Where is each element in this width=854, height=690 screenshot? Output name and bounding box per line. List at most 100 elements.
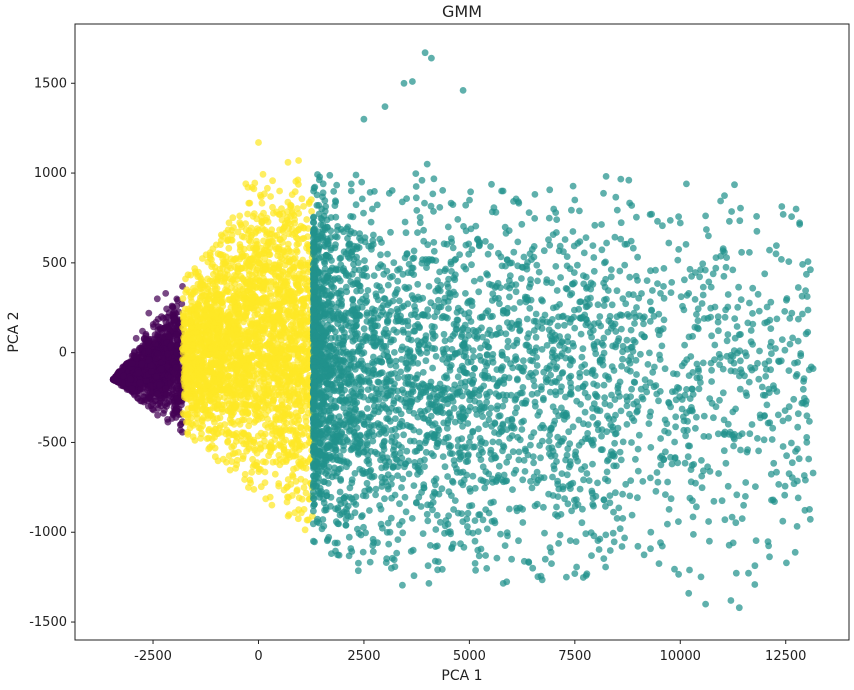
scatter-point	[786, 340, 794, 348]
scatter-point	[168, 302, 176, 310]
scatter-point	[145, 393, 153, 401]
scatter-point	[167, 398, 175, 406]
scatter-point	[264, 184, 271, 192]
scatter-point	[284, 214, 291, 222]
scatter-point	[218, 405, 226, 413]
scatter-point	[241, 311, 249, 319]
scatter-point	[287, 336, 294, 344]
scatter-point	[289, 312, 297, 320]
scatter-point	[785, 258, 793, 265]
scatter-point	[549, 346, 557, 354]
scatter-point	[601, 475, 609, 483]
scatter-point	[211, 419, 218, 426]
scatter-point	[245, 199, 253, 207]
scatter-point	[138, 360, 146, 368]
scatter-point	[772, 250, 780, 258]
scatter-point	[294, 515, 302, 523]
scatter-point	[566, 537, 574, 544]
scatter-point	[612, 193, 620, 201]
scatter-point	[183, 385, 191, 392]
scatter-point	[276, 187, 283, 195]
scatter-point	[139, 327, 146, 335]
scatter-point	[290, 346, 298, 353]
scatter-point	[226, 350, 234, 357]
scatter-point	[212, 241, 220, 249]
scatter-point	[302, 464, 310, 472]
scatter-point	[754, 290, 762, 298]
scatter-point	[530, 459, 537, 467]
scatter-point	[269, 177, 276, 185]
scatter-point	[300, 359, 308, 367]
scatter-point	[440, 330, 448, 338]
scatter-point	[571, 324, 579, 332]
scatter-point	[219, 328, 227, 336]
scatter-point	[794, 494, 802, 502]
scatter-point	[288, 191, 296, 199]
scatter-point	[184, 428, 192, 436]
scatter-point	[259, 395, 267, 403]
scatter-point	[267, 193, 274, 200]
scatter-point	[128, 385, 136, 392]
scatter-point	[242, 299, 250, 307]
scatter-point	[243, 347, 250, 355]
scatter-point	[244, 276, 252, 284]
scatter-point	[600, 496, 608, 504]
scatter-point	[231, 449, 239, 457]
scatter-point	[132, 334, 140, 342]
scatter-point	[241, 264, 249, 272]
scatter-point	[276, 378, 284, 386]
scatter-point	[257, 367, 265, 375]
scatter-point	[148, 368, 156, 375]
scatter-point	[214, 290, 222, 298]
scatter-point	[199, 280, 206, 288]
scatter-point	[742, 479, 750, 486]
scatter-point	[240, 440, 248, 448]
scatter-point	[283, 498, 291, 506]
scatter-point	[470, 277, 478, 285]
scatter-point	[360, 209, 367, 217]
scatter-point	[177, 420, 185, 428]
scatter-point	[225, 244, 233, 252]
scatter-point	[207, 359, 215, 367]
scatter-point	[675, 246, 683, 253]
scatter-point	[255, 139, 262, 146]
scatter-point	[603, 468, 611, 476]
scatter-point	[221, 421, 229, 428]
scatter-point	[788, 439, 795, 447]
scatter-point	[369, 548, 377, 555]
scatter-point	[160, 406, 168, 414]
scatter-point	[600, 189, 607, 197]
scatter-point	[293, 248, 301, 256]
scatter-point	[603, 457, 611, 465]
scatter-point	[572, 538, 580, 545]
scatter-point	[229, 418, 236, 426]
scatter-point	[166, 322, 174, 330]
scatter-point	[790, 395, 798, 403]
scatter-point	[406, 437, 414, 445]
scatter-point	[212, 425, 220, 433]
scatter-point	[224, 375, 231, 382]
scatter-point	[269, 203, 276, 211]
scatter-point	[211, 433, 219, 441]
scatter-point	[245, 422, 253, 430]
scatter-point	[151, 331, 159, 339]
scatter-point	[255, 468, 263, 475]
scatter-point	[627, 326, 635, 334]
scatter-point	[284, 158, 292, 166]
scatter-point	[778, 336, 786, 343]
scatter-point	[726, 217, 733, 225]
scatter-point	[483, 525, 491, 533]
scatter-point	[221, 261, 229, 268]
scatter-point	[251, 179, 259, 187]
scatter-point	[256, 440, 264, 448]
scatter-point	[275, 300, 283, 308]
scatter-point	[250, 344, 258, 351]
scatter-point	[732, 569, 740, 577]
scatter-point	[295, 376, 302, 384]
scatter-point	[205, 391, 213, 399]
scatter-point	[195, 377, 203, 385]
scatter-point	[277, 236, 284, 243]
scatter-point	[792, 448, 799, 455]
scatter-point	[279, 228, 287, 235]
scatter-point	[733, 323, 741, 330]
